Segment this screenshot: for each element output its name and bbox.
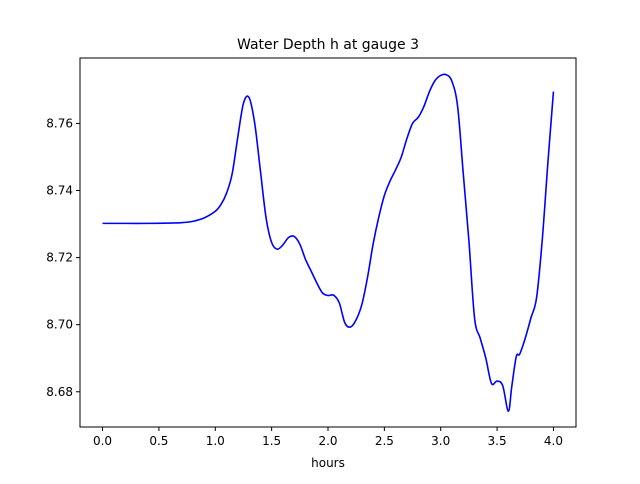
x-tick-label: 3.0 (431, 434, 450, 448)
chart-title: Water Depth h at gauge 3 (237, 37, 419, 53)
y-tick-label: 8.68 (46, 385, 73, 399)
y-tick-label: 8.76 (46, 116, 73, 130)
x-axis-label: hours (311, 456, 345, 470)
x-tick-label: 3.5 (488, 434, 507, 448)
x-tick-label: 4.0 (544, 434, 563, 448)
x-tick-label: 2.5 (375, 434, 394, 448)
x-axis-ticks: 0.0 0.5 1.0 1.5 2.0 2.5 3.0 3.5 4.0 (93, 427, 563, 448)
y-tick-label: 8.74 (46, 184, 73, 198)
series-line-0 (102, 73, 555, 413)
x-tick-label: 1.5 (262, 434, 281, 448)
x-tick-label: 2.0 (318, 434, 337, 448)
y-tick-label: 8.72 (46, 251, 73, 265)
y-axis-ticks: 8.68 8.70 8.72 8.74 8.76 (46, 116, 80, 399)
x-tick-label: 0.0 (93, 434, 112, 448)
y-tick-label: 8.70 (46, 318, 73, 332)
x-tick-label: 0.5 (149, 434, 168, 448)
plot-series-group (102, 73, 555, 413)
x-tick-label: 1.0 (206, 434, 225, 448)
